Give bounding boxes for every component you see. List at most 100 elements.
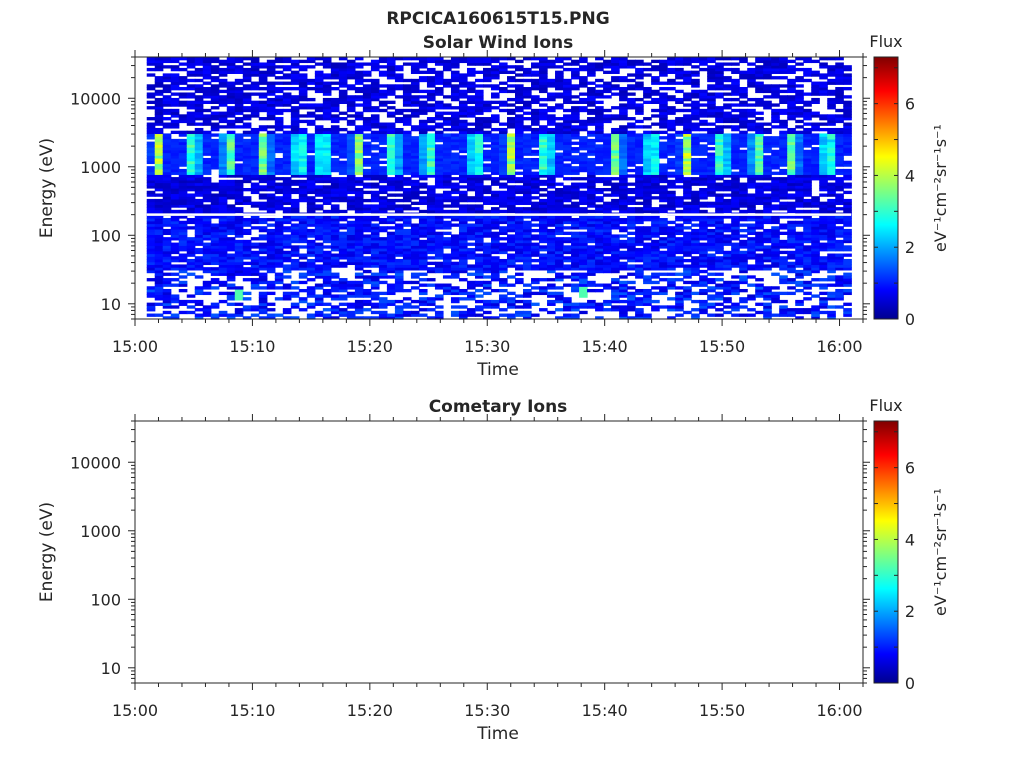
heatmap-cell: [555, 245, 564, 249]
heatmap-cell: [146, 286, 156, 290]
heatmap-cell: [683, 97, 692, 102]
heatmap-cell: [627, 59, 636, 64]
heatmap-cell: [539, 144, 548, 148]
heatmap-cell: [242, 261, 252, 266]
heatmap-cell: [611, 297, 620, 301]
heatmap-cell: [226, 108, 236, 113]
heatmap-cell: [418, 70, 428, 74]
heatmap-cell: [170, 100, 180, 104]
heatmap-cell: [242, 245, 252, 249]
heatmap-cell: [595, 166, 604, 170]
heatmap-cell: [675, 147, 684, 151]
heatmap-cell: [250, 280, 260, 285]
heatmap-cell: [226, 264, 236, 268]
heatmap-cell: [250, 84, 260, 88]
heatmap-cell: [531, 84, 540, 88]
heatmap-cell: [659, 272, 668, 276]
heatmap-cell: [170, 193, 180, 197]
heatmap-cell: [635, 177, 644, 181]
heatmap-cell: [515, 201, 524, 205]
heatmap-cell: [386, 286, 396, 290]
heatmap-cell: [547, 302, 556, 306]
heatmap-cell: [250, 147, 260, 151]
heatmap-cell: [635, 196, 644, 200]
heatmap-cell: [298, 59, 308, 64]
heatmap-cell: [683, 258, 692, 263]
heatmap-cell: [651, 163, 660, 167]
heatmap-cell: [627, 92, 636, 96]
heatmap-cell: [370, 283, 380, 287]
heatmap-cell: [338, 117, 348, 121]
heatmap-cell: [635, 264, 644, 268]
heatmap-cell: [434, 316, 444, 320]
heatmap-cell: [571, 133, 580, 137]
heatmap-cell: [178, 138, 188, 143]
heatmap-cell: [354, 114, 364, 118]
heatmap-cell: [482, 144, 492, 148]
heatmap-cell: [611, 248, 620, 252]
heatmap-cell: [523, 177, 532, 181]
heatmap-cell: [426, 152, 436, 156]
heatmap-cell: [418, 308, 428, 312]
heatmap-cell: [474, 223, 484, 227]
heatmap-cell: [691, 147, 700, 151]
heatmap-cell: [290, 59, 300, 64]
heatmap-cell: [434, 70, 444, 74]
heatmap-cell: [346, 87, 356, 91]
heatmap-cell: [418, 299, 428, 304]
heatmap-cell: [394, 108, 404, 113]
heatmap-cell: [194, 163, 204, 167]
heatmap-cell: [418, 149, 428, 154]
heatmap-cell: [290, 100, 300, 104]
heatmap-cell: [539, 59, 548, 64]
heatmap-cell: [482, 190, 492, 195]
heatmap-cell: [338, 223, 348, 227]
heatmap-cell: [378, 122, 388, 126]
heatmap-cell: [394, 152, 404, 156]
heatmap-cell: [338, 310, 348, 315]
heatmap-cell: [474, 168, 484, 173]
heatmap-cell: [370, 316, 380, 320]
heatmap-cell: [426, 119, 436, 124]
heatmap-cell: [218, 62, 228, 66]
heatmap-cell: [242, 138, 252, 143]
heatmap-cell: [507, 133, 516, 137]
heatmap-cell: [354, 117, 364, 121]
heatmap-cell: [194, 209, 204, 214]
heatmap-cell: [186, 185, 196, 189]
heatmap-cell: [298, 127, 308, 132]
heatmap-cell: [274, 76, 284, 80]
heatmap-cell: [643, 87, 652, 91]
heatmap-cell: [547, 138, 556, 143]
heatmap-cell: [659, 207, 668, 211]
heatmap-cell: [346, 231, 356, 235]
heatmap-cell: [250, 127, 260, 132]
heatmap-cell: [226, 204, 236, 208]
heatmap-cell: [354, 299, 364, 304]
heatmap-cell: [531, 73, 540, 77]
heatmap-cell: [202, 308, 212, 312]
heatmap-cell: [442, 215, 452, 219]
heatmap-cell: [515, 87, 524, 91]
heatmap-cell: [210, 106, 220, 110]
heatmap-cell: [675, 245, 684, 249]
heatmap-cell: [346, 220, 356, 225]
heatmap-cell: [346, 65, 356, 69]
heatmap-cell: [466, 87, 476, 91]
heatmap-cell: [322, 166, 332, 170]
heatmap-cell: [667, 250, 676, 255]
heatmap-cell: [539, 168, 548, 173]
heatmap-cell: [643, 138, 652, 143]
heatmap-cell: [490, 147, 500, 151]
heatmap-cell: [362, 174, 372, 178]
heatmap-cell: [322, 87, 332, 91]
heatmap-cell: [531, 130, 540, 135]
heatmap-cell: [458, 133, 468, 137]
heatmap-cell: [338, 297, 348, 301]
heatmap-cell: [218, 283, 228, 287]
heatmap-cell: [635, 67, 644, 72]
heatmap-cell: [482, 264, 492, 268]
heatmap-cell: [499, 248, 508, 252]
heatmap-cell: [258, 294, 268, 298]
heatmap-cell: [571, 84, 580, 88]
